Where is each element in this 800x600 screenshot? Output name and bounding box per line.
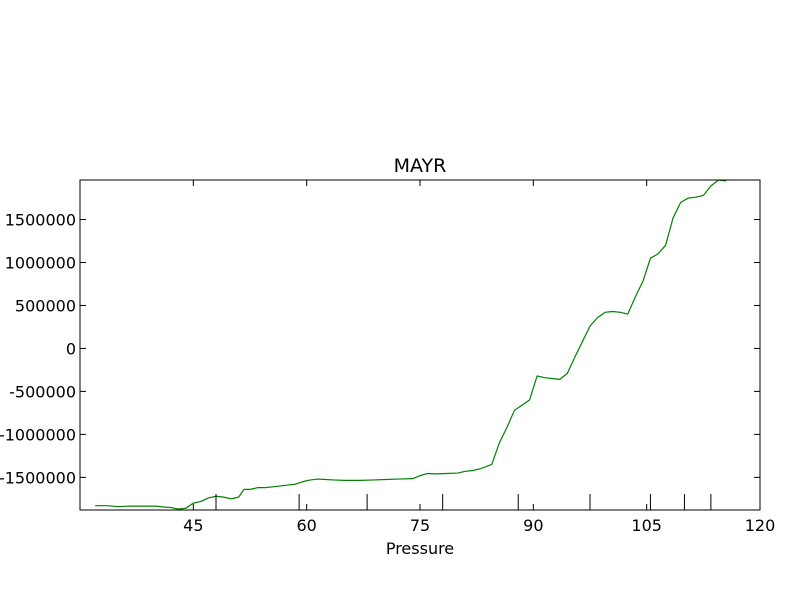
x-tick-label-0: 45 [183, 516, 203, 535]
x-tick-label-3: 90 [523, 516, 543, 535]
x-tick-label-1: 60 [296, 516, 316, 535]
x-axis: 45 60 75 90 105 120 [183, 180, 775, 535]
y-tick-label-4: 500000 [15, 296, 76, 315]
y-axis: -1500000 -1000000 -500000 0 500000 1000000 150… [0, 211, 760, 487]
series-layer [95, 180, 727, 510]
y-tick-label-2: -500000 [9, 382, 76, 401]
chart-title: MAYR [394, 155, 447, 177]
y-tick-label-3: 0 [66, 339, 76, 358]
y-tick-label-5: 1000000 [5, 254, 76, 273]
event-markers [215, 494, 712, 510]
x-axis-label: Pressure [386, 539, 454, 558]
series-line-0 [95, 180, 727, 510]
x-tick-label-5: 120 [745, 516, 776, 535]
x-tick-label-2: 75 [410, 516, 430, 535]
x-tick-label-4: 105 [631, 516, 662, 535]
y-tick-label-6: 1500000 [5, 211, 76, 230]
y-tick-label-0: -1500000 [0, 468, 76, 487]
y-tick-label-1: -1000000 [0, 425, 76, 444]
